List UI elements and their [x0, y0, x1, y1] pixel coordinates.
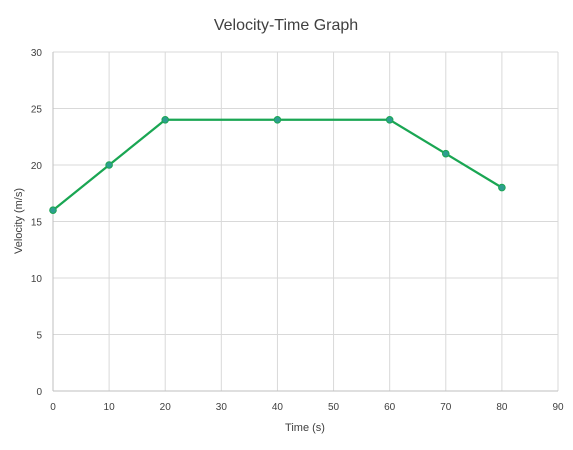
series-layer: [49, 116, 506, 214]
x-tick-label: 10: [104, 402, 116, 413]
x-tick-label: 70: [440, 402, 452, 413]
x-axis-label: Time (s): [285, 422, 325, 434]
x-tick-label: 40: [272, 402, 284, 413]
axis-layer: [52, 52, 558, 392]
data-point: [385, 116, 394, 124]
chart-title: Velocity-Time Graph: [214, 17, 358, 34]
data-point: [161, 116, 170, 124]
data-point: [273, 116, 282, 124]
y-axis-label: Velocity (m/s): [13, 188, 25, 254]
y-tick-label: 5: [36, 331, 42, 342]
x-tick-label: 80: [496, 402, 508, 413]
y-tick-label: 10: [31, 274, 43, 285]
x-tick-label: 20: [160, 402, 172, 413]
x-tick-label: 30: [216, 402, 228, 413]
tick-labels: 0 10 20 30 40 50 60 70 80 90 0 5 10 15 20 25 30: [31, 48, 564, 413]
y-tick-label: 30: [31, 48, 43, 59]
data-point: [441, 149, 450, 158]
x-tick-label: 90: [552, 402, 564, 413]
y-tick-label: 15: [31, 218, 43, 229]
y-tick-label: 20: [31, 161, 43, 172]
y-tick-label: 25: [31, 105, 43, 116]
x-tick-label: 50: [328, 402, 340, 413]
x-tick-label: 0: [50, 402, 56, 413]
data-point: [105, 161, 113, 169]
y-tick-label: 0: [36, 387, 42, 398]
data-point: [49, 206, 57, 214]
data-point: [498, 183, 506, 192]
grid-layer: [53, 51, 559, 391]
x-tick-label: 60: [384, 402, 396, 413]
